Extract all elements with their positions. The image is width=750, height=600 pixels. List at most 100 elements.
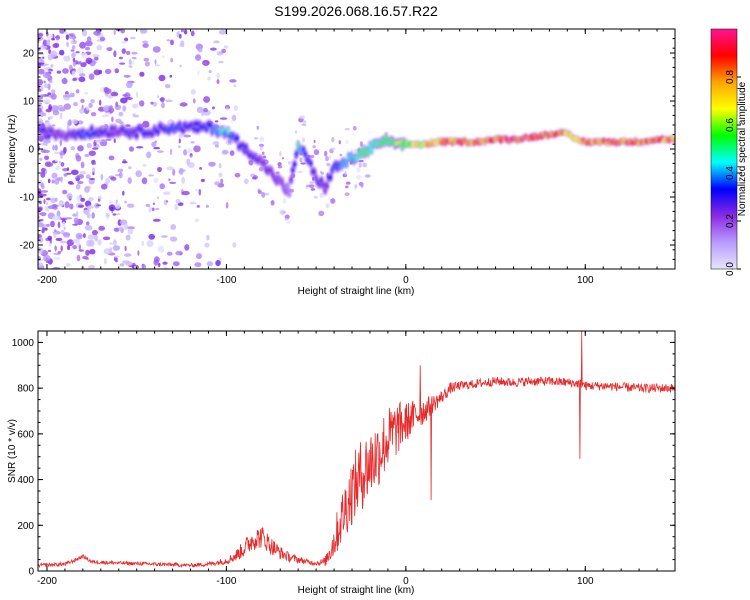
- spectrogram-noise-blob: [128, 146, 135, 152]
- spectrogram-noise-blob: [330, 198, 336, 204]
- spectrogram-noise-blob: [356, 166, 361, 173]
- spectrogram-noise-blob: [66, 239, 75, 247]
- spectrogram-noise-blob: [50, 93, 57, 100]
- spectrogram-noise-blob: [53, 257, 61, 260]
- spectrogram-noise-blob: [270, 200, 275, 206]
- spectrogram-x-tick-label: -200: [37, 275, 57, 286]
- spectrogram-noise-blob: [40, 212, 47, 217]
- spectrogram-noise-blob: [161, 102, 165, 109]
- spectrogram-noise-blob: [38, 135, 44, 142]
- spectrogram-noise-blob: [77, 145, 84, 152]
- spectrogram-noise-blob: [218, 60, 224, 64]
- spectrogram-noise-blob: [120, 29, 125, 34]
- spectrogram-noise-blob: [72, 119, 78, 125]
- spectrogram-noise-blob: [203, 96, 211, 103]
- spectrogram-noise-blob: [112, 245, 121, 251]
- spectrogram-noise-blob: [313, 149, 320, 156]
- spectrogram-noise-blob: [199, 167, 203, 170]
- spectrogram-noise-blob: [75, 240, 80, 247]
- spectrogram-noise-blob: [70, 38, 74, 44]
- spectrogram-noise-blob: [128, 58, 132, 66]
- spectrogram-noise-blob: [79, 60, 82, 64]
- spectrogram-noise-blob: [75, 183, 81, 190]
- spectrogram-noise-blob: [127, 177, 132, 184]
- spectrogram-noise-blob: [122, 260, 130, 264]
- spectrogram-noise-blob: [299, 115, 306, 120]
- spectrogram-noise-blob: [100, 141, 108, 147]
- spectrogram-noise-blob: [299, 157, 303, 163]
- spectrogram-noise-blob: [166, 251, 173, 256]
- spectrogram-noise-blob: [131, 57, 137, 60]
- spectrogram-noise-blob: [258, 167, 264, 172]
- spectrogram-noise-blob: [43, 83, 49, 89]
- spectrogram-noise-blob: [52, 124, 56, 127]
- spectrogram-noise-blob: [353, 125, 357, 131]
- spectrogram-noise-blob: [75, 232, 83, 240]
- spectrogram-noise-blob: [130, 60, 135, 65]
- spectrogram-noise-blob: [122, 94, 129, 97]
- spectrogram-noise-blob: [218, 172, 223, 178]
- spectrogram-noise-blob: [59, 49, 65, 56]
- spectrogram-y-ticks: -20 -10 0 10 20: [20, 28, 675, 270]
- spectrogram-noise-blob: [308, 184, 315, 189]
- spectrogram-noise-blob: [118, 226, 123, 229]
- spectrogram-noise-blob: [142, 40, 149, 44]
- spectrogram-noise-blob: [52, 43, 59, 49]
- spectrogram-noise-blob: [42, 99, 51, 104]
- spectrogram-noise-blob: [42, 142, 48, 146]
- spectrogram-noise-blob: [309, 181, 314, 185]
- spectrogram-y-axis-title: Frequency (Hz): [7, 115, 18, 184]
- spectrogram-ridge-cell: [41, 127, 46, 133]
- spectrogram-noise-blob: [325, 203, 330, 209]
- spectrogram-noise-blob: [300, 162, 306, 165]
- spectrogram-noise-blob: [101, 114, 109, 118]
- spectrogram-noise-blob: [127, 166, 132, 170]
- spectrogram-noise-blob: [223, 45, 229, 49]
- spectrogram-noise-blob: [180, 29, 185, 33]
- spectrogram-noise-blob: [208, 69, 212, 74]
- spectrogram-noise-blob: [320, 171, 324, 175]
- spectrogram-noise-blob: [133, 114, 140, 118]
- spectrogram-noise-blob: [50, 197, 57, 203]
- spectrogram-noise-blob: [58, 107, 66, 112]
- spectrogram-noise-blob: [179, 33, 182, 39]
- spectrogram-noise-blob: [82, 233, 86, 239]
- spectrogram-noise-blob: [80, 98, 85, 103]
- spectrogram-noise-blob: [52, 215, 60, 221]
- spectrogram-noise-blob: [180, 40, 185, 48]
- spectrogram-noise-blob: [38, 88, 42, 92]
- spectrogram-noise-blob: [146, 151, 152, 159]
- spectrogram-noise-blob: [63, 226, 66, 231]
- spectrogram-noise-blob: [38, 207, 43, 212]
- spectrogram-noise-blob: [163, 191, 171, 195]
- spectrogram-noise-blob: [71, 45, 76, 50]
- spectrogram-noise-blob: [358, 162, 362, 168]
- spectrogram-noise-blob: [345, 185, 349, 189]
- spectrogram-noise-blob: [183, 29, 188, 35]
- spectrogram-ridge-layer: [38, 118, 675, 198]
- spectrogram-noise-blob: [218, 163, 222, 169]
- spectrogram-noise-blob: [277, 162, 282, 167]
- spectrogram-noise-blob: [153, 259, 159, 266]
- spectrogram-noise-blob: [354, 184, 358, 189]
- spectrogram-noise-blob: [159, 183, 165, 190]
- snr-x-ticks: -200 -100 0 100: [37, 331, 676, 587]
- spectrogram-noise-blob: [103, 257, 107, 265]
- spectrogram-noise-blob: [157, 95, 160, 99]
- colorbar-gradient: [710, 28, 738, 270]
- spectrogram-noise-blob: [356, 175, 362, 180]
- spectrogram-noise-blob: [63, 77, 67, 84]
- spectrogram-noise-blob: [53, 231, 57, 239]
- spectrogram-noise-blob: [198, 189, 202, 196]
- spectrogram-noise-blob: [125, 234, 131, 241]
- spectrogram-noise-blob: [281, 210, 287, 214]
- spectrogram-noise-blob: [344, 128, 350, 131]
- spectrogram-noise-blob: [51, 37, 55, 41]
- spectrogram-noise-blob: [310, 155, 315, 158]
- spectrogram-noise-blob: [112, 213, 117, 216]
- spectrogram-noise-blob: [72, 213, 77, 217]
- spectrogram-noise-blob: [50, 105, 59, 112]
- spectrogram-noise-blob: [253, 137, 259, 140]
- spectrogram-noise-blob: [67, 244, 71, 251]
- spectrogram-noise-blob: [70, 169, 79, 176]
